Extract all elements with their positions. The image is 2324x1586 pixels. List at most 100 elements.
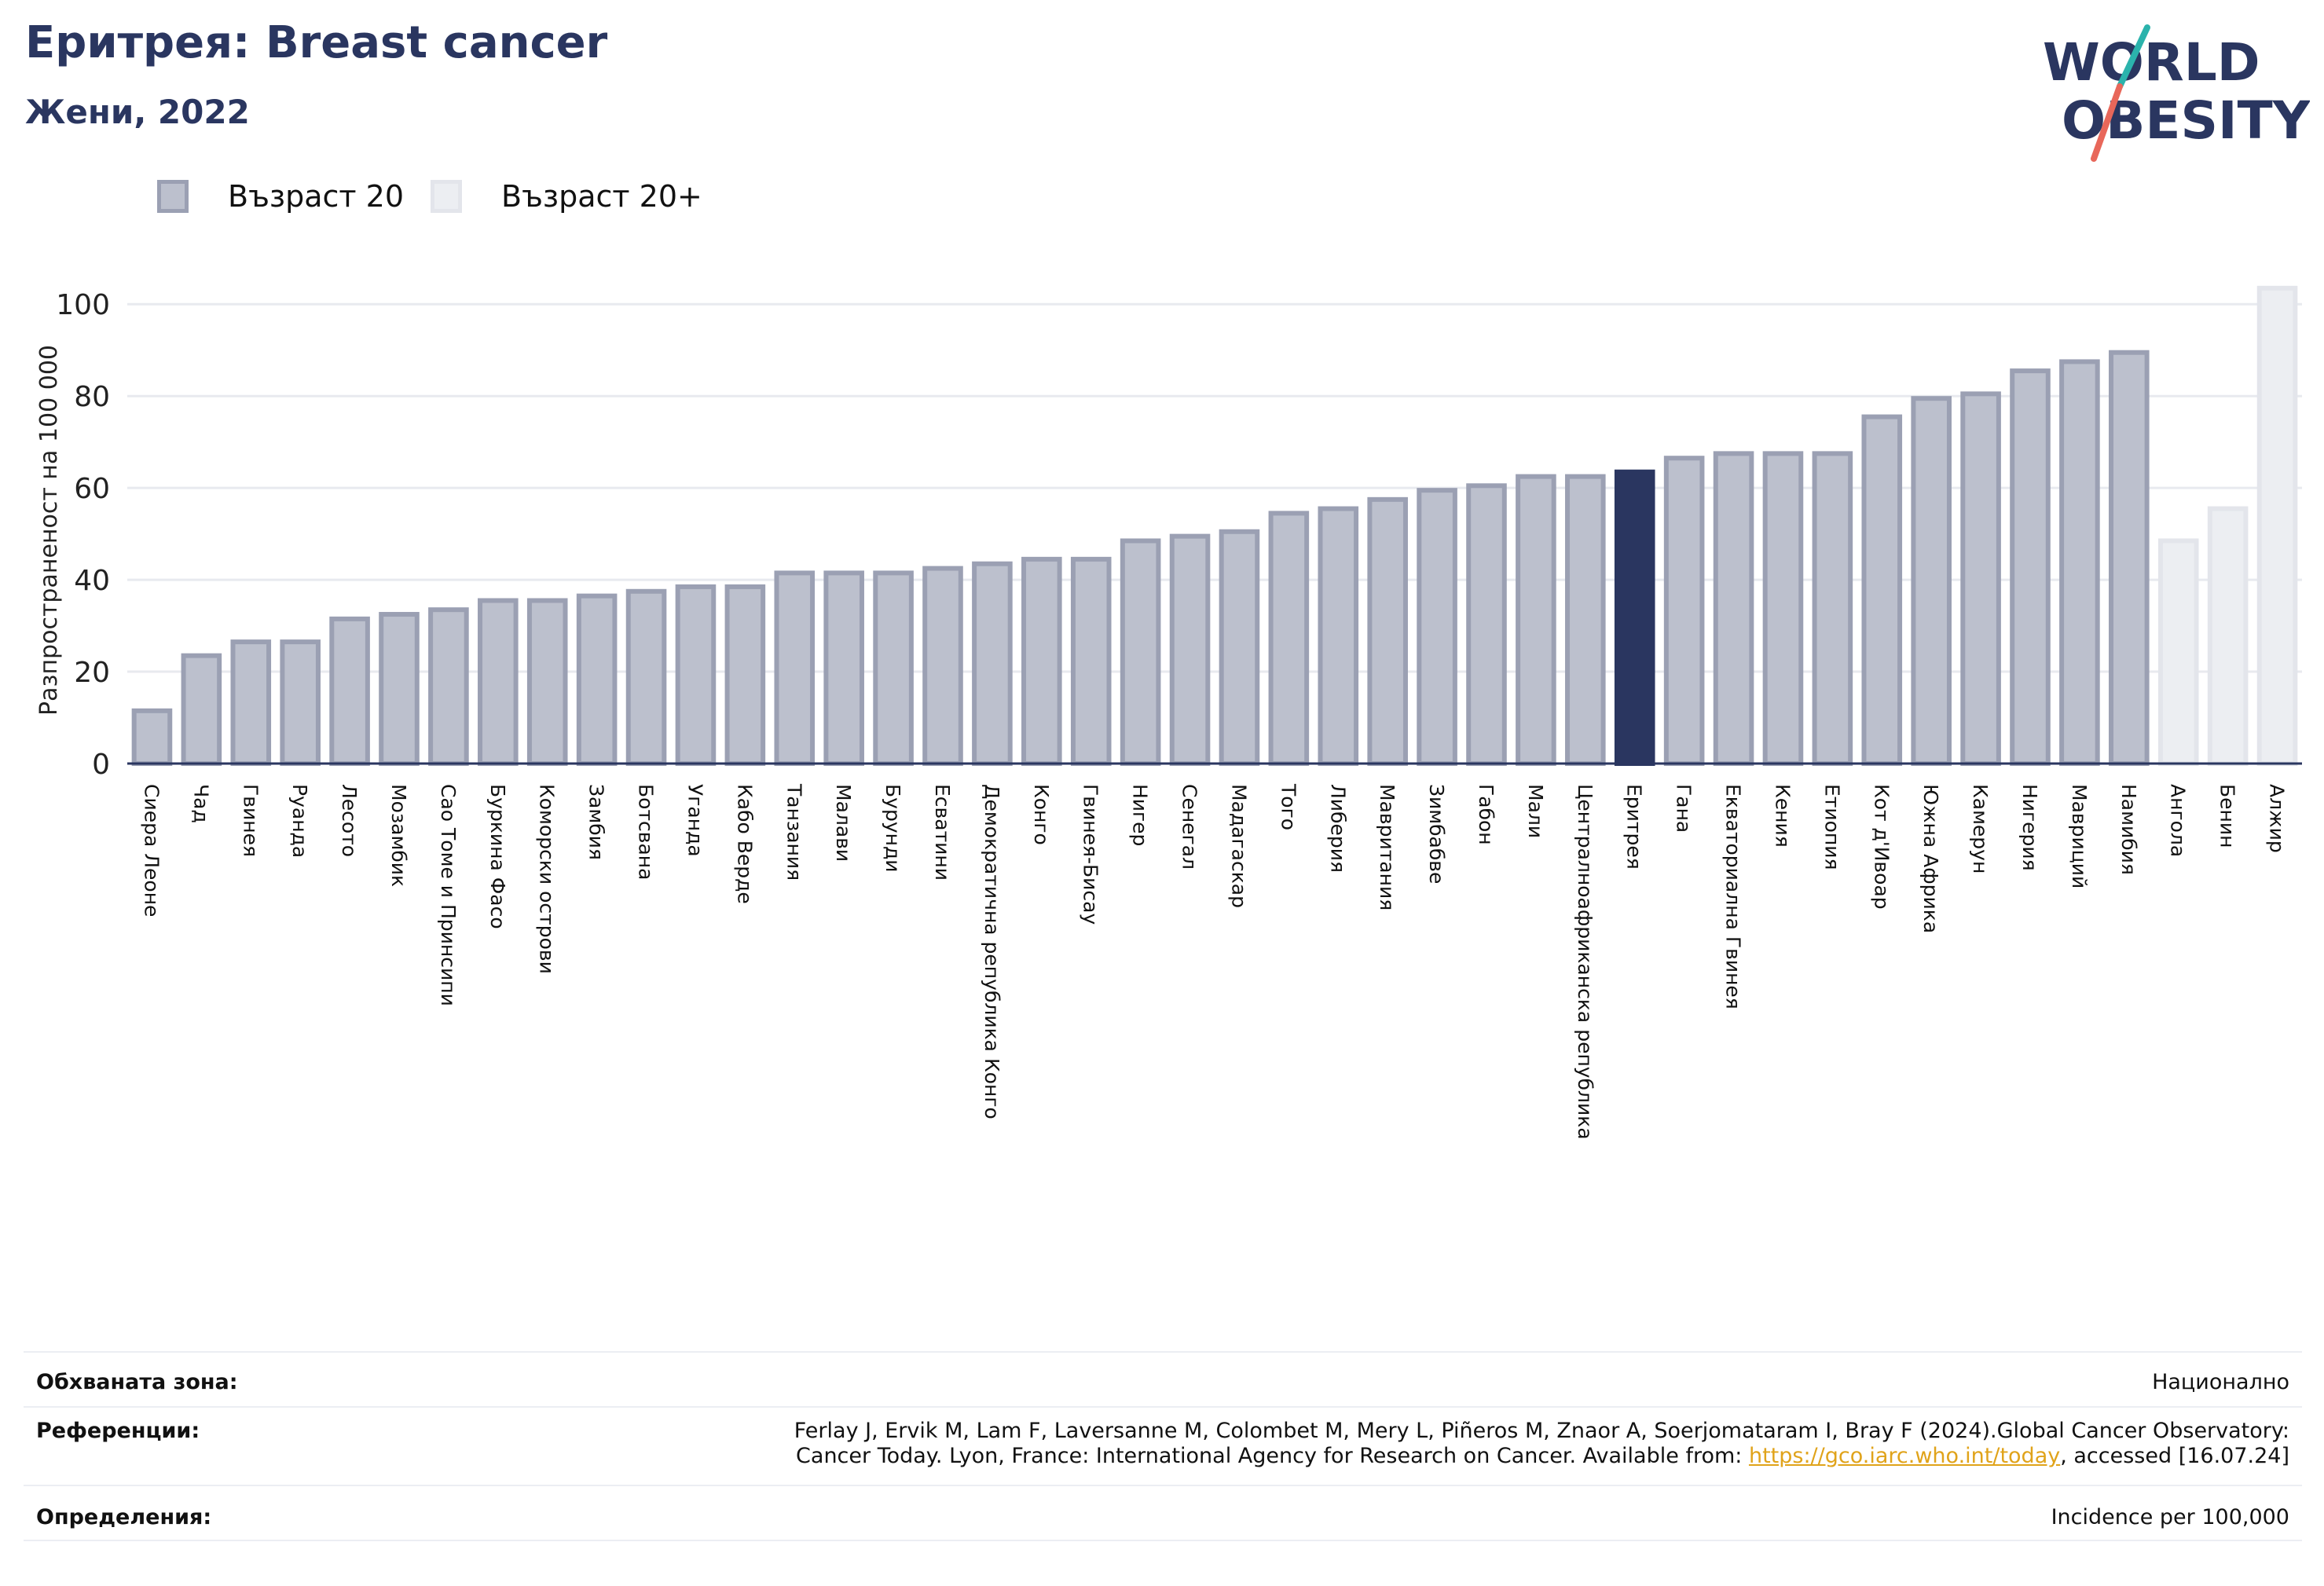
bar [181,653,222,767]
y-tick-label: 20 [74,657,110,689]
legend-item-age-20-plus[interactable]: Възраст 20+ [431,179,702,214]
bar [625,588,667,766]
bar [2010,368,2051,766]
bar [1713,451,1754,766]
bar [2059,359,2100,767]
bar [1762,451,1804,766]
x-tick-label: Зимбабве [1425,784,1448,884]
x-tick-label: Бурунди [882,784,904,873]
definitions-value: Incidence per 100,000 [2051,1505,2289,1529]
bar [1812,451,1853,766]
x-tick-label: Кабо Верде [733,784,756,904]
coverage-label: Обхваната зона: [36,1370,238,1394]
legend-swatch-age-20 [157,180,189,213]
bar [922,566,963,766]
chart-subtitle: Жени, 2022 [25,93,250,131]
x-tick-label: Мадагаскар [1227,784,1250,908]
y-axis-label: Разпространеност на 100 000 [35,345,63,716]
x-tick-label: Камерун [1969,784,1992,874]
references-line2: Cancer Today. Lyon, France: Internationa… [794,1444,2289,1469]
logo-slash-coral [2091,83,2123,162]
x-tick-label: Ботсвана [635,784,658,880]
y-tick-label: 80 [74,381,110,413]
x-tick-label: Руанда [288,784,311,858]
x-tick-label: Мавритания [1376,784,1398,910]
references-line1: Ferlay J, Ervik M, Lam F, Laversanne M, … [794,1419,2289,1443]
x-tick-label: Нигер [1129,784,1152,846]
x-tick-label: Мали [1524,784,1547,838]
x-tick-label: Либерия [1326,784,1349,873]
bar [675,584,717,767]
x-tick-label: Гана [1673,784,1695,833]
x-tick-label: Уганда [684,784,706,857]
bar [1021,556,1062,766]
bar [1614,469,1655,766]
x-tick-label: Сао Томе и Принсипи [437,784,460,1006]
bar [280,639,321,766]
bar [428,607,469,766]
bar [526,598,568,766]
bar [774,570,816,766]
x-tick-label: Конго [1030,784,1053,845]
x-tick-label: Чад [189,784,212,823]
world-obesity-logo: WORLD OBESITY [2043,24,2310,162]
y-tick-label: 40 [74,565,110,597]
chart-legend: Възраст 20 Възраст 20+ [157,179,729,214]
x-tick-label: Гвинея [239,784,262,857]
y-tick-label: 100 [56,289,110,321]
bar [1911,396,1952,766]
bar [478,598,519,766]
bar [1663,456,1705,766]
references-label: Референции: [36,1419,200,1443]
x-tick-label: Кот д'Ивоар [1870,784,1893,910]
x-tick-label: Есватини [931,784,954,881]
x-tick-label: Бенин [2216,784,2239,848]
x-tick-label: Нигерия [2018,784,2041,871]
x-tick-label: Ангола [2167,784,2190,857]
x-tick-label: Лесото [338,784,361,857]
bar-chart: 0 20 40 60 80 100 Разпространеност на 100 000 С… [35,285,2302,1140]
bar [1565,474,1606,766]
bar [576,593,618,766]
logo-line1: WORLD [2043,32,2260,93]
bar [823,570,864,766]
x-tick-label: Еритрея [1623,784,1646,870]
definitions-row: Определения: Incidence per 100,000 [24,1485,2302,1541]
legend-swatch-age-20-plus [431,180,462,213]
bar [724,584,766,767]
definitions-label: Определения: [36,1505,212,1529]
x-tick-label: Малави [832,784,855,862]
x-tick-label: Кения [1771,784,1794,848]
x-tick-label: Замбия [585,784,608,860]
bar [379,612,420,766]
bar [1516,474,1556,766]
bar [873,570,914,766]
legend-item-age-20[interactable]: Възраст 20 [157,179,404,214]
bar [1070,556,1112,766]
references-link[interactable]: https://gco.iarc.who.int/today [1748,1444,2061,1468]
legend-label-age-20: Възраст 20 [228,179,404,214]
bar [1120,538,1161,766]
bar [2109,350,2150,766]
references-row: Референции: Ferlay J, Ervik M, Lam F, La… [24,1406,2302,1486]
y-tick-label: 60 [74,473,110,505]
bar [1268,511,1310,766]
x-tick-label: Буркина Фасо [486,784,509,929]
logo-slash-teal [2117,24,2150,90]
x-tick-label: Алжир [2266,784,2289,853]
chart-title: Еритрея: Breast cancer [25,17,608,68]
references-line2-text: Cancer Today. Lyon, France: Internationa… [796,1444,1749,1468]
x-tick-label: Екваториална Гвинея [1722,784,1745,1009]
x-tick-label: Мавриций [2068,784,2091,888]
info-bottom-border [24,1540,2302,1541]
bar [131,708,173,766]
coverage-row: Обхваната зона: Национално [24,1351,2302,1408]
x-tick-label: Южна Африка [1919,784,1942,933]
bar [1861,414,1903,766]
coverage-value: Национално [2152,1370,2289,1394]
x-tick-label: Етиопия [1820,784,1843,870]
bar [1169,533,1211,766]
bar [1219,529,1260,766]
bar [1960,391,2001,766]
x-tick-label: Намибия [2117,784,2140,875]
